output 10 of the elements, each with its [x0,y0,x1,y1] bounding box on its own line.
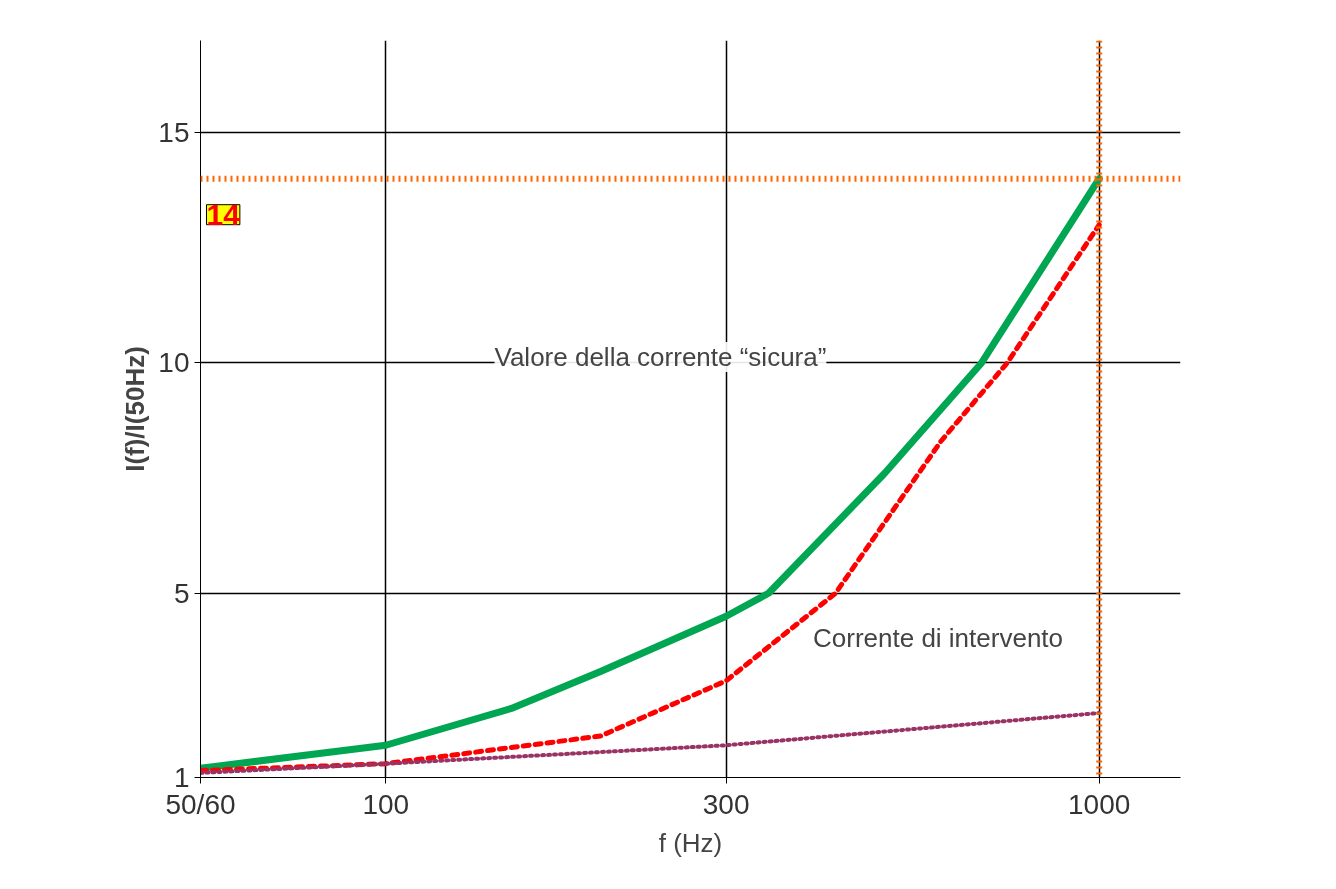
annotation: Valore della corrente “sicura” [494,341,827,372]
x-tick-label: 1000 [1068,788,1131,820]
y-tick-label: 15 [158,117,190,149]
x-tick-label: 300 [702,788,750,820]
x-tick-label: 100 [362,788,410,820]
x-axis-title: f (Hz) [658,827,723,858]
y-axis-title: I(f)/I(50Hz) [120,346,151,472]
y-tick-label: 10 [158,347,190,379]
y-tick-label: 5 [173,577,190,609]
annotation: Corrente di intervento [813,622,1064,653]
